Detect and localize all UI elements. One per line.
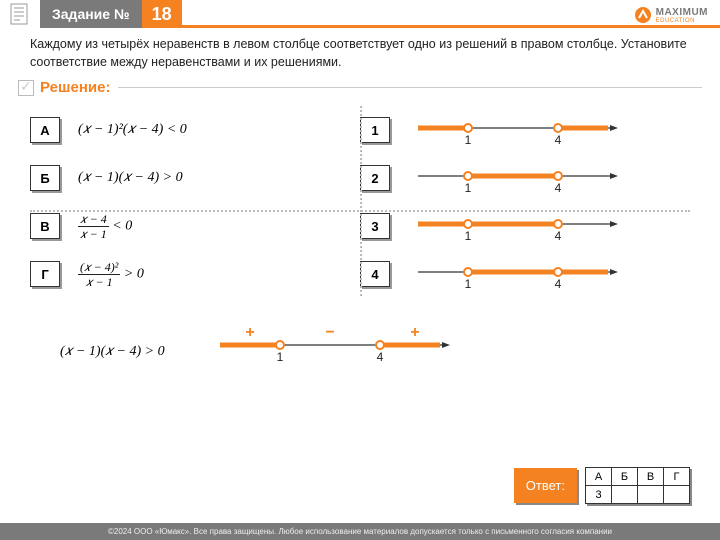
logo-text: MAXIMUM	[656, 7, 708, 18]
svg-text:1: 1	[465, 133, 472, 147]
svg-text:1: 1	[277, 350, 284, 364]
worked-equation: (𝑥 − 1)(𝑥 − 4) > 0	[60, 344, 165, 360]
svg-text:4: 4	[377, 350, 384, 364]
svg-text:1: 1	[465, 181, 472, 195]
answer-value-cell: 3	[586, 486, 612, 504]
answer-header-cell: В	[638, 468, 664, 486]
svg-text:4: 4	[555, 133, 562, 147]
numberline: 14	[418, 158, 618, 198]
number-box: 2	[360, 165, 390, 191]
instructions: Каждому из четырёх неравенств в левом ст…	[0, 28, 720, 77]
answer-header-cell: Б	[612, 468, 638, 486]
svg-text:1: 1	[465, 229, 472, 243]
worked-solution: (𝑥 − 1)(𝑥 − 4) > 0 1 4 + − +	[0, 298, 720, 418]
answer-header-cell: Г	[664, 468, 690, 486]
numberline: 14	[418, 206, 618, 246]
document-icon	[0, 3, 40, 25]
letter-box: Б	[30, 165, 60, 191]
inequalities-column: А(𝑥 − 1)²(𝑥 − 4) < 0Б(𝑥 − 1)(𝑥 − 4) > 0 В…	[30, 106, 360, 298]
answer-value-cell	[664, 486, 690, 504]
inequality-row: Б(𝑥 − 1)(𝑥 − 4) > 0	[30, 154, 360, 202]
letter-box: А	[30, 117, 60, 143]
answer-label: Ответ:	[514, 468, 577, 503]
number-box: 3	[360, 213, 390, 239]
number-box: 4	[360, 261, 390, 287]
svg-text:4: 4	[555, 229, 562, 243]
vertical-divider	[360, 106, 362, 296]
answer-header-cell: А	[586, 468, 612, 486]
solution-label: Решение:	[40, 79, 110, 96]
task-number: 18	[142, 0, 182, 28]
svg-text:4: 4	[555, 277, 562, 291]
svg-text:1: 1	[465, 277, 472, 291]
letter-box: Г	[30, 261, 60, 287]
check-icon	[18, 80, 34, 96]
task-label: Задание №	[40, 0, 142, 28]
inequality-row: Г(𝑥 − 4)²𝑥 − 1 > 0	[30, 250, 360, 298]
solution-row: 114	[360, 106, 690, 154]
number-box: 1	[360, 117, 390, 143]
header: Задание № 18	[0, 0, 720, 28]
solution-underline	[118, 87, 702, 88]
logo-subtext: EDUCATION	[656, 18, 708, 24]
svg-text:+: +	[410, 324, 419, 341]
answer-value-cell	[612, 486, 638, 504]
worked-numberline: 1 4 + − +	[220, 318, 450, 378]
main-content: А(𝑥 − 1)²(𝑥 − 4) < 0Б(𝑥 − 1)(𝑥 − 4) > 0 В…	[0, 98, 720, 298]
inequality-row: А(𝑥 − 1)²(𝑥 − 4) < 0	[30, 106, 360, 154]
numberline: 14	[418, 254, 618, 294]
svg-text:+: +	[245, 324, 254, 341]
letter-box: В	[30, 213, 60, 239]
horizontal-divider	[30, 210, 690, 212]
logo-icon	[634, 6, 652, 24]
numberline: 14	[418, 110, 618, 150]
footer: ©2024 ООО «Юмакс». Все права защищены. Л…	[0, 523, 720, 540]
solution-row: 214	[360, 154, 690, 202]
header-rule	[182, 25, 720, 28]
solutions-column: 114214314414	[360, 106, 690, 298]
answer-table: АБВГ 3	[585, 467, 690, 504]
svg-text:−: −	[325, 324, 334, 341]
answer-block: Ответ: АБВГ 3	[514, 467, 690, 504]
solution-header: Решение:	[0, 77, 720, 98]
answer-value-cell	[638, 486, 664, 504]
logo: MAXIMUM EDUCATION	[634, 6, 708, 24]
solution-row: 414	[360, 250, 690, 298]
svg-text:4: 4	[555, 181, 562, 195]
